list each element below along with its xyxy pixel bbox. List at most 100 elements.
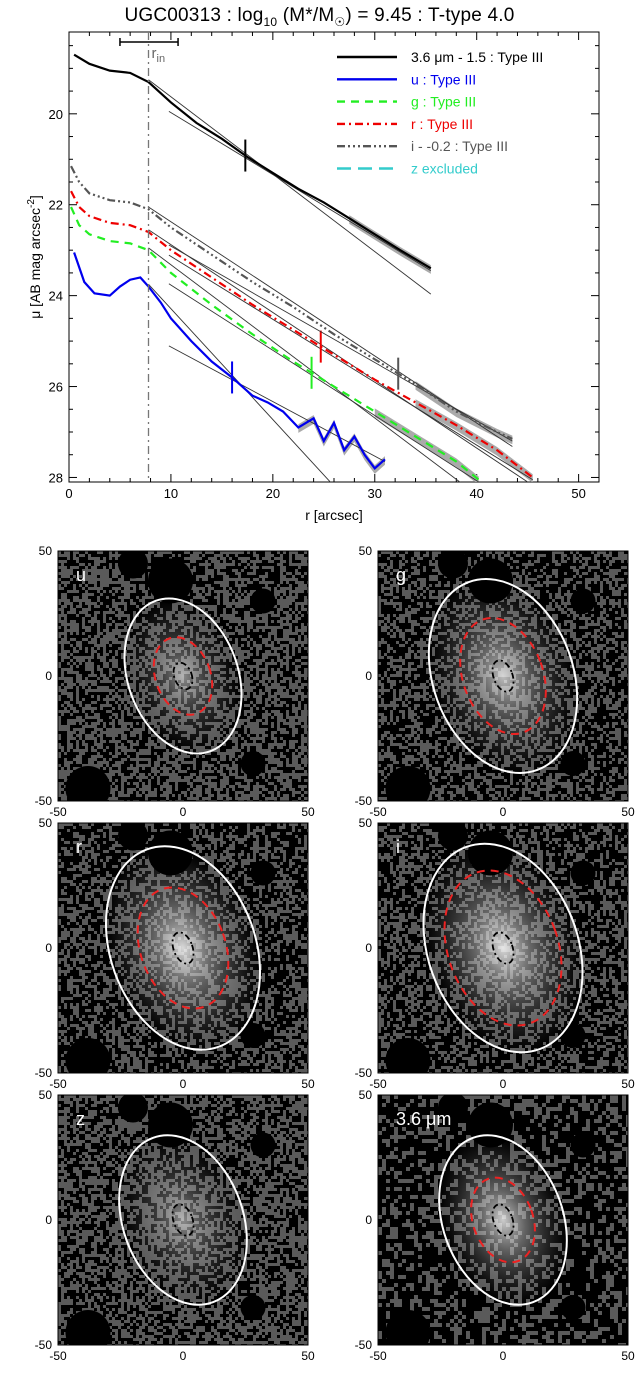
galaxy-glow [428, 579, 578, 773]
image-y-tick-label: -50 [355, 794, 373, 808]
image-x-tick-label: -50 [369, 805, 387, 819]
image-y-tick-label: -50 [355, 1066, 373, 1080]
masked-star [118, 1095, 148, 1123]
r-outer-fit [168, 254, 533, 481]
profile-3-6um-outer-fit [168, 110, 432, 272]
image-y-tick-label: -50 [35, 1338, 53, 1352]
image-y-tick-label: 0 [45, 941, 52, 955]
image-x-tick-label: 50 [301, 805, 315, 819]
profile-chart: 0 10 20 30 40 50 20 22 24 26 28 rin 3.6 μm - 1.5 :… [26, 31, 600, 523]
image-3-6um [378, 1095, 628, 1345]
outer-ellipse [422, 842, 584, 1054]
image-y-tick-label: 0 [45, 1213, 52, 1227]
image-panel-label: u [76, 565, 86, 585]
image-x-tick-label: -50 [49, 1077, 67, 1091]
image-x-tick-label: 0 [500, 1349, 507, 1363]
image-frame [57, 1094, 309, 1346]
g-error-band [374, 408, 479, 482]
image-frame [377, 1094, 629, 1346]
u-inner-fit [148, 283, 331, 482]
break-ellipse [443, 869, 563, 1027]
y-axis-label-main: μ [AB mag arcsec [27, 208, 43, 319]
masked-star [385, 766, 431, 801]
masked-star [148, 830, 193, 876]
break-ellipse [136, 886, 230, 1010]
outer-ellipse [427, 578, 579, 774]
masked-star [118, 551, 148, 579]
image-x-tick-label: -50 [369, 1077, 387, 1091]
image-y-tick-label: 50 [39, 544, 53, 558]
image-x-tick-label: 50 [621, 1077, 635, 1091]
image-y-tick-label: 0 [365, 669, 372, 683]
masked-star [250, 588, 276, 614]
image-x-tick-label: 0 [180, 1349, 187, 1363]
image-y-tick-label: 50 [359, 816, 373, 830]
masked-star [148, 1102, 193, 1148]
masked-star [560, 1295, 586, 1320]
image-y-tick-label: 0 [365, 1213, 372, 1227]
x-axis-label: r [arcsec] [305, 507, 363, 523]
masked-star [240, 1023, 266, 1048]
image-x-tick-label: -50 [49, 805, 67, 819]
legend-entry-3-6um: 3.6 μm - 1.5 : Type III [411, 49, 543, 65]
image-panel-label: z [76, 1109, 85, 1129]
profile-3-6um-profile [73, 53, 432, 270]
image-panel-label: 3.6 μm [396, 1109, 451, 1129]
break-ellipse [459, 616, 547, 736]
image-panel-label: r [76, 837, 82, 857]
image-x-tick-label: 0 [180, 1077, 187, 1091]
masked-star [385, 1038, 431, 1073]
image-frame [377, 550, 629, 802]
r-in-label: rin [152, 45, 166, 65]
galaxy-glow [423, 843, 583, 1053]
g-inner-fit [148, 247, 461, 482]
masked-star [468, 558, 513, 604]
galaxy-glow [439, 1135, 567, 1305]
image-i [378, 823, 628, 1073]
r-profile [70, 190, 534, 479]
legend-entry-r: r : Type III [411, 116, 473, 132]
break-ellipse [152, 636, 214, 716]
masked-star [250, 860, 276, 886]
image-frame [377, 822, 629, 1074]
galaxy-glow [119, 1135, 247, 1305]
image-u [58, 551, 308, 801]
chart-title: UGC00313 : log10 (M*/M☉) = 9.45 : T-type… [124, 5, 515, 29]
image-x-tick-label: 0 [500, 1077, 507, 1091]
u-outer-fit [168, 345, 386, 462]
image-x-tick-label: -50 [49, 1349, 67, 1363]
outer-ellipse [123, 597, 243, 755]
image-panel-g: g -50-50 0 0 50 50 [355, 544, 635, 819]
masked-star [65, 1038, 111, 1073]
masked-star [570, 588, 596, 614]
masked-star [240, 1295, 266, 1320]
image-panel-u: u -50-50 0 0 50 50 [35, 544, 315, 819]
y-tick-label: 24 [49, 289, 63, 304]
y-tick-label: 28 [49, 470, 63, 485]
image-frame [57, 822, 309, 1074]
image-z [58, 1095, 308, 1345]
y-tick-label: 26 [49, 380, 63, 395]
r-inner-fit [148, 229, 529, 482]
galaxy-glow [124, 598, 242, 754]
i-outer-fit [168, 244, 513, 442]
u-profile [73, 252, 386, 470]
profile-traces [70, 53, 534, 482]
i-inner-fit [148, 206, 513, 447]
image-panel-3-6um: 3.6 μm -50-50 0 0 50 50 [355, 1088, 635, 1363]
masked-star [118, 823, 148, 851]
x-tick-label: 30 [368, 486, 382, 501]
image-panel-r: r -50-50 0 0 50 50 [35, 816, 315, 1091]
masked-star [560, 751, 586, 776]
image-x-tick-label: -50 [369, 1349, 387, 1363]
image-y-tick-label: 50 [39, 1088, 53, 1102]
image-y-tick-label: -50 [35, 794, 53, 808]
outer-ellipse [438, 1134, 568, 1306]
legend-entry-g: g : Type III [411, 94, 476, 110]
y-axis-label-exp: -2 [26, 199, 37, 208]
image-x-tick-label: 0 [500, 805, 507, 819]
masked-star [570, 1132, 596, 1158]
y-tick-label: 20 [49, 107, 63, 122]
x-tick-label: 10 [164, 486, 178, 501]
masked-star [438, 551, 468, 579]
